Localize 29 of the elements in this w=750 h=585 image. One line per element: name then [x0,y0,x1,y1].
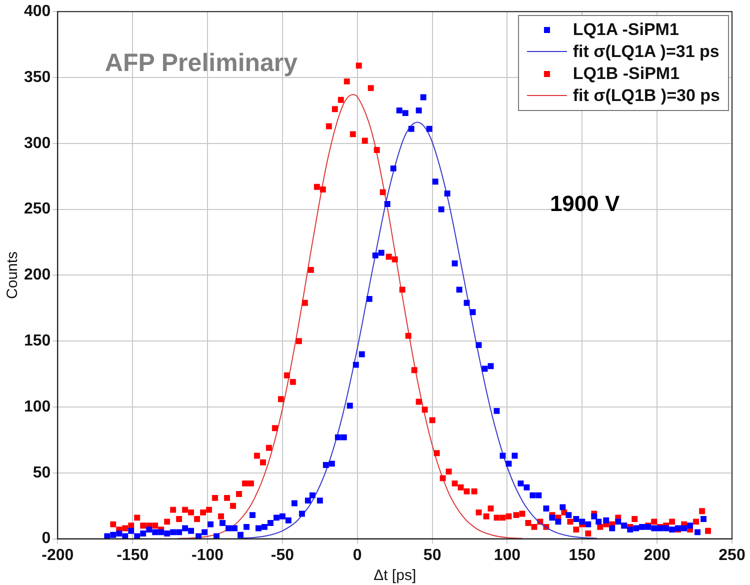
x-tick-label: -150 [116,546,149,564]
y-tick-label: 50 [32,464,51,482]
x-tick-label: -50 [270,546,294,564]
y-tick-label: 0 [42,530,51,548]
x-tick-label: 200 [644,546,671,564]
annotation: 1900 V [550,190,620,217]
x-tick-label: 50 [423,546,442,564]
x-tick-label: 150 [568,546,596,564]
y-tick-label: 400 [24,3,51,20]
y-tick-label: 100 [24,398,51,416]
x-tick-label: 100 [494,546,521,564]
y-tick-label: 250 [24,200,51,218]
annotation: AFP Preliminary [104,48,298,78]
y-axis-title: Counts [4,251,22,299]
line-series [177,94,523,539]
line-series [237,122,598,539]
x-tick-label: -100 [192,546,224,564]
y-tick-label: 300 [24,134,51,152]
y-tick-label: 350 [24,68,51,86]
x-tick-label: -200 [42,546,74,564]
y-tick-label: 150 [24,332,51,350]
x-axis-title: Δt [ps] [374,567,416,584]
x-tick-label: 250 [718,546,746,564]
x-tick-label: 0 [352,546,362,564]
legend-label: LQ1B -SiPM1 [572,64,680,84]
legend-label: fit σ(LQ1A )=31 ps [572,42,720,62]
legend-label: fit σ(LQ1B )=30 ps [572,86,720,106]
legend-label: LQ1A -SiPM1 [572,20,679,40]
y-tick-label: 200 [24,266,51,284]
